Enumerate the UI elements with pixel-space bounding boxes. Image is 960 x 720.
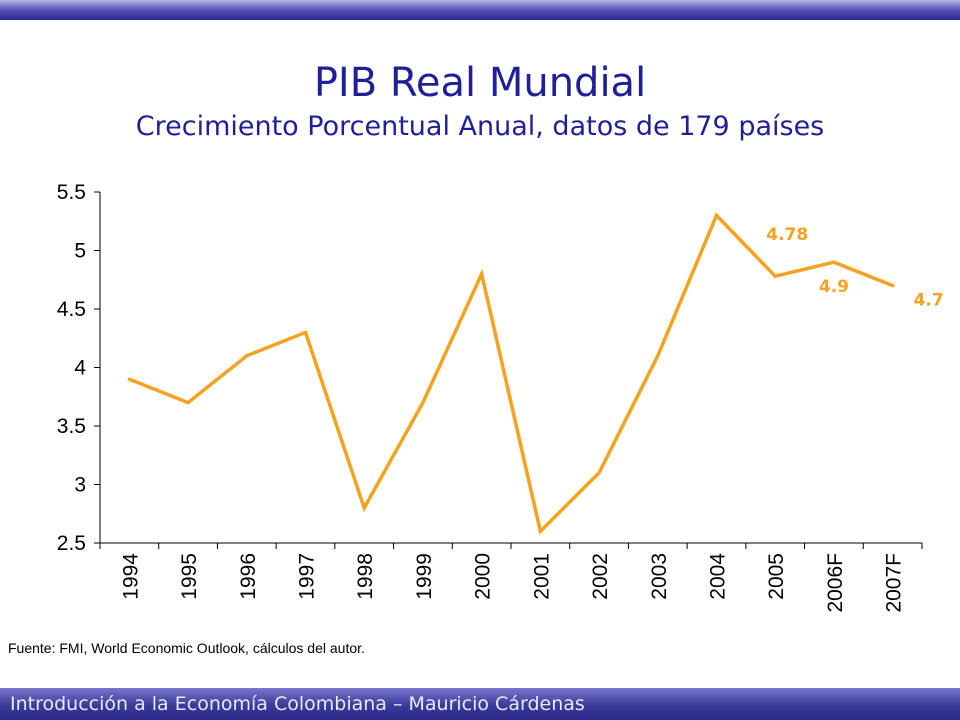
data-label: 4.7 (914, 291, 944, 311)
data-point (304, 330, 307, 334)
x-tick-label: 2000 (472, 553, 495, 600)
chart-axes: 2.5 3 3.5 4 4.5 5 5.5 1994 1995 1996 1997 1998 1999 2… (57, 181, 923, 613)
x-tick-label: 2001 (530, 553, 553, 600)
data-point (715, 213, 718, 217)
x-tick-label: 1999 (413, 553, 436, 600)
y-tick-label: 5 (74, 240, 86, 263)
slide-subtitle: Crecimiento Porcentual Anual, datos de 1… (135, 111, 825, 142)
data-point (891, 284, 895, 288)
x-tick-label: 1996 (237, 553, 260, 600)
x-tick-label: 2006F (824, 553, 847, 613)
data-label: 4.9 (819, 277, 849, 297)
data-point (245, 354, 249, 358)
data-point (832, 260, 836, 264)
series-line (127, 212, 895, 535)
x-tick-label: 1994 (119, 553, 142, 600)
x-tick-label: 1995 (178, 553, 201, 600)
x-tick-label: 2004 (707, 553, 730, 600)
y-tick-label: 3.5 (57, 415, 86, 438)
x-tick-label: 2007F (883, 553, 906, 613)
footer-text: Introducción a la Economía Colombiana – … (10, 693, 585, 715)
x-tick-label: 1997 (296, 553, 319, 600)
data-point (656, 354, 660, 358)
y-tick-label: 3 (74, 474, 86, 497)
title-block: PIB Real Mundial Crecimiento Porcentual … (0, 58, 960, 144)
x-tick-label: 2002 (589, 553, 612, 600)
chart-series (127, 212, 895, 535)
data-point (480, 272, 484, 276)
data-point (773, 274, 777, 278)
y-tick-label: 4.5 (57, 298, 86, 321)
top-accent-bar (0, 0, 960, 20)
data-point (186, 401, 190, 405)
y-tick-label: 2.5 (57, 532, 86, 555)
data-point (127, 377, 131, 381)
chart-data-labels: 4.78 4.9 4.7 (766, 225, 943, 310)
data-point (421, 401, 425, 405)
y-tick-label: 4 (74, 357, 86, 380)
data-point (597, 471, 601, 475)
y-tick-label: 5.5 (57, 181, 86, 204)
x-tick-label: 2005 (765, 553, 788, 600)
data-point (538, 529, 542, 533)
x-tick-label: 2003 (648, 553, 671, 600)
data-label: 4.78 (766, 225, 808, 245)
slide-title: PIB Real Mundial (313, 60, 647, 106)
x-tick-label: 1998 (354, 553, 377, 600)
data-point (362, 506, 366, 510)
footer-bar: Introducción a la Economía Colombiana – … (0, 688, 960, 720)
source-note: Fuente: FMI, World Economic Outlook, cál… (8, 640, 365, 656)
